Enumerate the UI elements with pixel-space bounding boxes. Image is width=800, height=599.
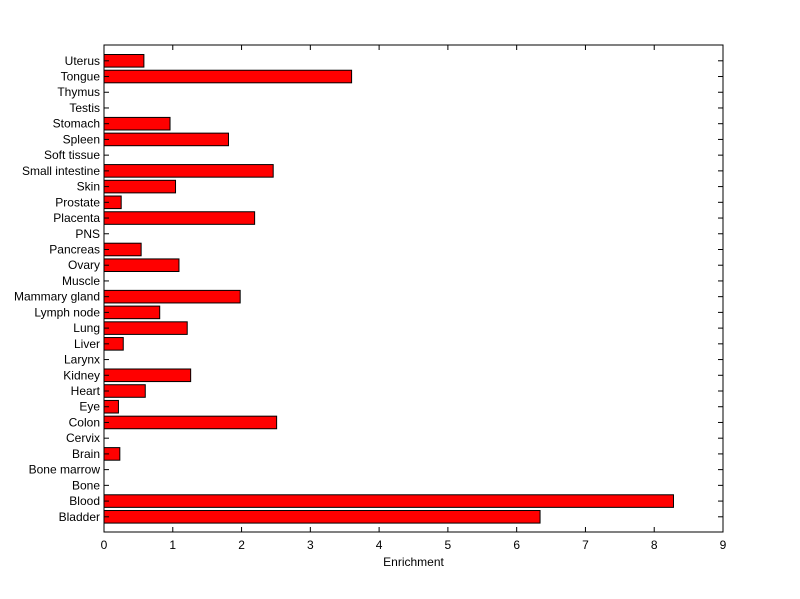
bar-small-intestine — [103, 164, 274, 178]
x-axis-label: Enrichment — [383, 555, 444, 569]
bar-spleen — [103, 132, 229, 147]
y-tick-label: Blood — [69, 494, 100, 508]
bar-bladder — [103, 510, 541, 524]
bar-kidney — [103, 368, 192, 383]
x-tick-label: 3 — [307, 538, 314, 552]
y-tick-label: Eye — [79, 400, 100, 414]
y-tick-label: Lymph node — [34, 305, 100, 319]
x-tick-label: 4 — [376, 538, 383, 552]
y-tick-label: Soft tissue — [44, 148, 100, 162]
bar-heart — [103, 384, 146, 398]
bar-blood — [103, 494, 674, 508]
y-tick-label: Placenta — [53, 211, 100, 225]
y-tick-label: Bone marrow — [29, 463, 101, 477]
y-tick-label: Bladder — [59, 510, 100, 524]
bar-lung — [103, 321, 188, 335]
y-tick-label: Mammary gland — [14, 290, 100, 304]
bars-group — [103, 54, 674, 524]
y-tick-label: Cervix — [66, 431, 100, 445]
y-tick-label: Muscle — [62, 274, 100, 288]
x-tick-label: 9 — [720, 538, 727, 552]
y-tick-label: Testis — [69, 101, 100, 115]
x-tick-label: 5 — [445, 538, 452, 552]
y-tick-label: Small intestine — [22, 164, 100, 178]
y-tick-label: Pancreas — [49, 242, 100, 256]
y-tick-label: Tongue — [61, 70, 101, 84]
y-tick-label: Thymus — [57, 85, 100, 99]
y-tick-label: Colon — [69, 415, 100, 429]
y-tick-label: Kidney — [63, 368, 100, 382]
x-tick-label: 8 — [651, 538, 658, 552]
bar-placenta — [103, 211, 256, 225]
x-tick-label: 6 — [513, 538, 520, 552]
bar-mammary-gland — [103, 289, 241, 304]
bar-tongue — [103, 69, 353, 84]
y-tick-label: Brain — [72, 447, 100, 461]
bar-colon — [103, 415, 278, 430]
x-tick-label: 0 — [101, 538, 108, 552]
y-tick-label: Bone — [72, 478, 100, 492]
x-tick-label: 7 — [582, 538, 589, 552]
bar-pancreas — [103, 242, 142, 257]
bar-ovary — [103, 258, 180, 273]
y-tick-label: Liver — [74, 337, 100, 351]
bar-stomach — [103, 116, 171, 131]
y-tick-label: Uterus — [65, 54, 100, 68]
bar-skin — [103, 179, 177, 194]
plot-frame — [103, 44, 724, 533]
y-tick-label: Heart — [71, 384, 101, 398]
x-tick-label: 1 — [169, 538, 176, 552]
bar-lymph-node — [103, 305, 161, 320]
y-tick-label: Lung — [73, 321, 100, 335]
y-tick-label: Stomach — [53, 117, 100, 131]
y-tick-label: Ovary — [68, 258, 100, 272]
y-tick-label: Spleen — [63, 132, 100, 146]
x-tick-label: 2 — [238, 538, 245, 552]
y-tick-label: PNS — [75, 227, 100, 241]
y-tick-label: Skin — [77, 180, 100, 194]
y-tick-label: Larynx — [64, 353, 100, 367]
y-tick-label: Prostate — [55, 195, 100, 209]
bar-uterus — [103, 54, 145, 68]
